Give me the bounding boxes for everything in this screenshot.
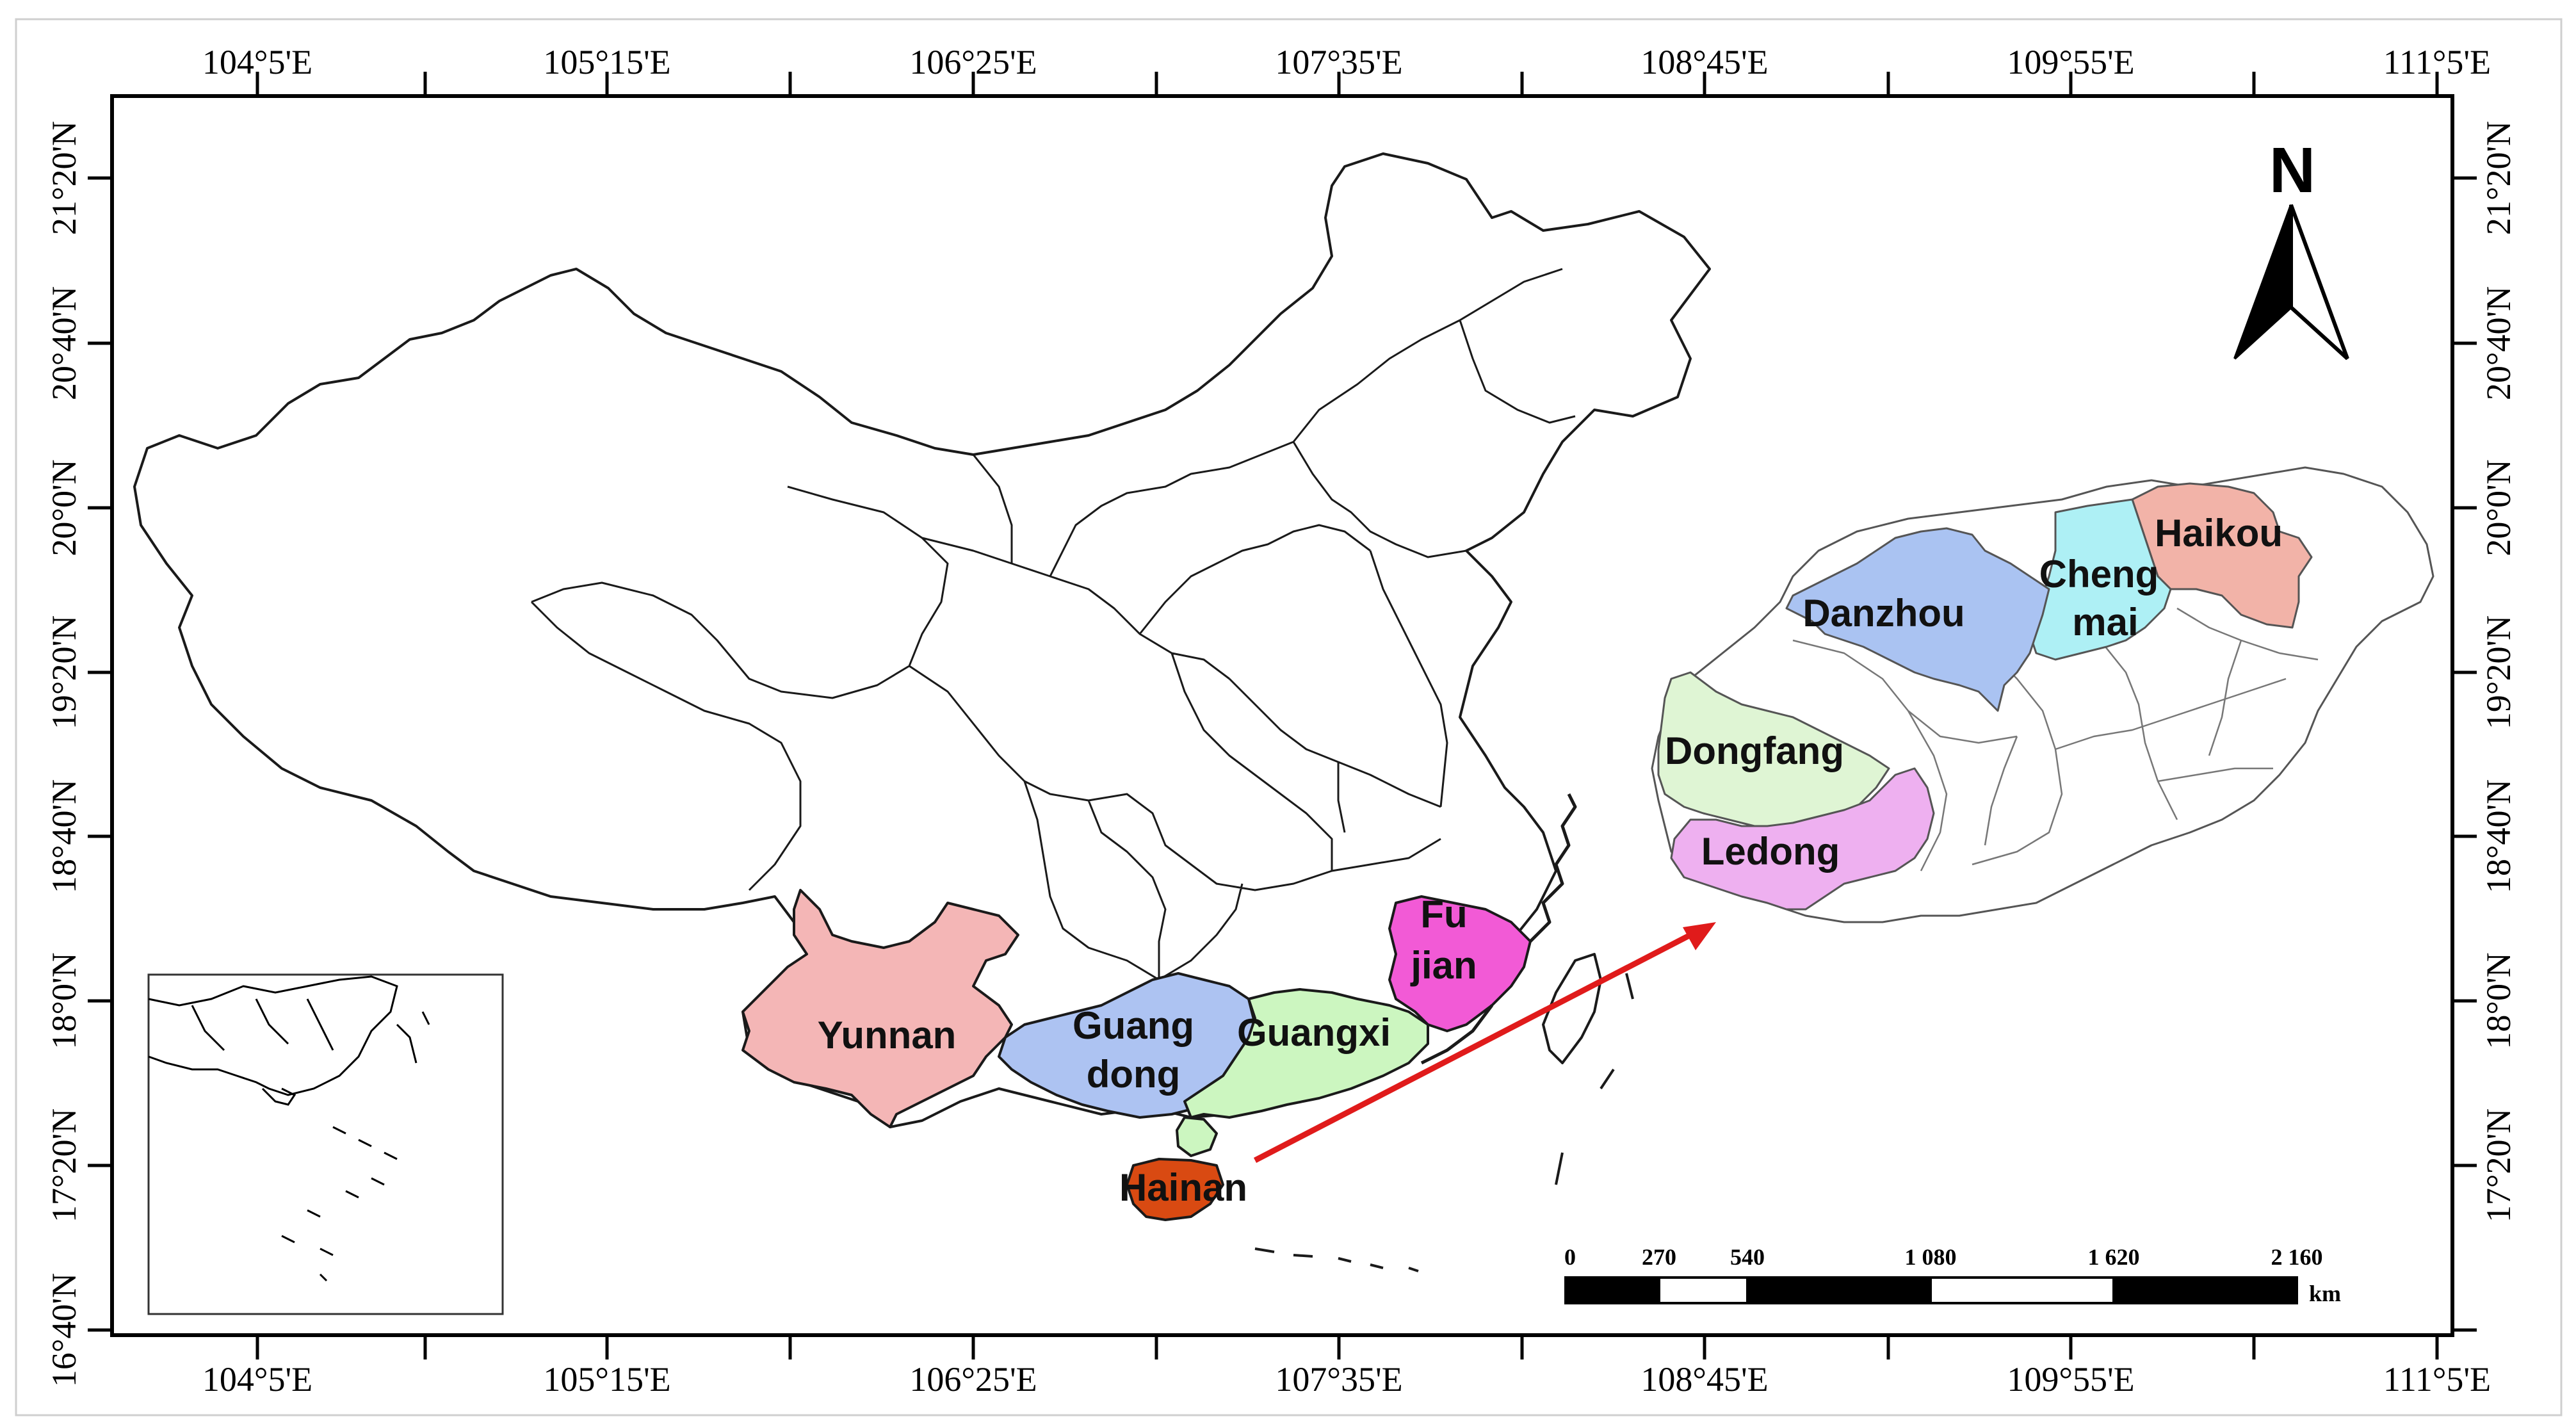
lon-label: 106°25'E: [909, 43, 1037, 81]
lon-label: 104°5'E: [202, 43, 312, 81]
lat-label: 19°20'N: [2479, 615, 2518, 729]
lat-label: 21°20'N: [45, 121, 83, 235]
latitude-ticks: [88, 176, 2477, 1332]
lon-label: 111°5'E: [2383, 1360, 2491, 1399]
lon-label: 105°15'E: [543, 43, 670, 81]
province-labels: Yunnan Guang dong Guangxi Fu jian Hainan: [818, 893, 1477, 1209]
north-arrow: N: [2233, 134, 2349, 361]
lon-label: 107°35'E: [1275, 43, 1402, 81]
north-arrow-right-half: [2289, 204, 2349, 361]
hainan-zoom-arrow: [1253, 922, 1716, 1163]
lat-label: 17°20'N: [2479, 1108, 2518, 1222]
lon-label: 108°45'E: [1640, 1360, 1768, 1399]
province-yunnan: [741, 889, 1019, 1128]
lat-label: 17°20'N: [45, 1108, 83, 1222]
hainan-detail-map: [1651, 466, 2434, 923]
lat-label: 16°40'N: [45, 1273, 83, 1387]
province-guangxi: [1183, 988, 1429, 1119]
longitude-labels-top: 104°5'E 105°15'E 106°25'E 107°35'E 108°4…: [202, 43, 2491, 81]
hainan-county-borders: [1792, 607, 2319, 872]
south-islands: [1254, 973, 1634, 1272]
lon-label: 109°55'E: [2007, 43, 2134, 81]
province-borders: [530, 268, 1576, 981]
lon-label: 111°5'E: [2383, 43, 2491, 81]
region-ledong: [1670, 767, 1935, 911]
scale-tick-label: 0: [1564, 1244, 1576, 1270]
lat-label: 18°40'N: [45, 779, 83, 893]
scale-tick-label: 540: [1730, 1244, 1765, 1270]
scale-bar: 0 270 540 1 080 1 620 2 160 km: [1564, 1244, 2341, 1306]
lon-label: 105°15'E: [543, 1360, 670, 1399]
province-fujian: [1388, 895, 1532, 1032]
inset-frame: [147, 973, 504, 1315]
longitude-ticks: [255, 72, 2439, 1359]
leizhou-peninsula: [1176, 1116, 1218, 1157]
scale-tick-label: 2 160: [2271, 1244, 2323, 1270]
label-dongfang: Dongfang: [1665, 729, 1844, 772]
label-yunnan: Yunnan: [818, 1014, 957, 1057]
lat-label: 20°40'N: [45, 286, 83, 400]
lat-label: 19°20'N: [45, 615, 83, 729]
lat-label: 20°0'N: [45, 459, 83, 556]
lat-label: 18°40'N: [2479, 779, 2518, 893]
label-guangdong-line2: dong: [1087, 1053, 1181, 1096]
scale-unit: km: [2309, 1281, 2341, 1306]
lat-label: 20°0'N: [2479, 459, 2518, 556]
lon-label: 107°35'E: [1275, 1360, 1402, 1399]
lon-label: 106°25'E: [909, 1360, 1037, 1399]
label-haikou: Haikou: [2155, 512, 2283, 555]
lon-label: 109°55'E: [2007, 1360, 2134, 1399]
china-outline: [133, 152, 1711, 1128]
label-chengmai-line1: Cheng: [2039, 553, 2159, 596]
label-chengmai-line2: mai: [2072, 601, 2138, 644]
province-hainan: [1126, 1158, 1224, 1221]
label-guangdong-line1: Guang: [1073, 1004, 1194, 1047]
hainan-region-labels: Haikou Cheng mai Danzhou Dongfang Ledong: [1665, 512, 2283, 873]
east-coastline: [1420, 793, 1577, 1065]
inset-map: [147, 973, 504, 1315]
label-fujian-line2: jian: [1410, 944, 1477, 987]
label-fujian-line1: Fu: [1420, 893, 1467, 936]
lat-label: 18°0'N: [45, 952, 83, 1049]
region-danzhou: [1785, 527, 2050, 712]
latitude-labels-right: 21°20'N 20°40'N 20°0'N 19°20'N 18°40'N 1…: [2479, 121, 2518, 1222]
latitude-labels-left: 21°20'N 20°40'N 20°0'N 19°20'N 18°40'N 1…: [45, 121, 83, 1387]
north-label: N: [2269, 134, 2315, 206]
scale-tick-label: 1 620: [2088, 1244, 2140, 1270]
lat-label: 21°20'N: [2479, 121, 2518, 235]
inset-coastline: [148, 975, 430, 1282]
china-map: [133, 152, 1711, 1272]
label-danzhou: Danzhou: [1802, 592, 1964, 635]
label-ledong: Ledong: [1701, 830, 1840, 873]
lat-label: 18°0'N: [2479, 952, 2518, 1049]
label-guangxi: Guangxi: [1237, 1011, 1391, 1054]
scale-tick-label: 1 080: [1905, 1244, 1957, 1270]
longitude-labels-bottom: 104°5'E 105°15'E 106°25'E 107°35'E 108°4…: [202, 1360, 2491, 1399]
lon-label: 104°5'E: [202, 1360, 312, 1399]
label-hainan: Hainan: [1119, 1166, 1247, 1209]
lon-label: 108°45'E: [1640, 43, 1768, 81]
lat-label: 20°40'N: [2479, 286, 2518, 400]
scale-tick-label: 270: [1642, 1244, 1676, 1270]
